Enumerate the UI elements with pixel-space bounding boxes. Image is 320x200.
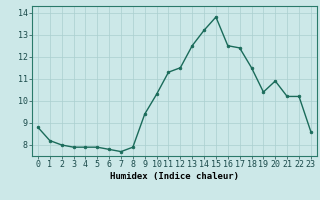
X-axis label: Humidex (Indice chaleur): Humidex (Indice chaleur) [110, 172, 239, 181]
